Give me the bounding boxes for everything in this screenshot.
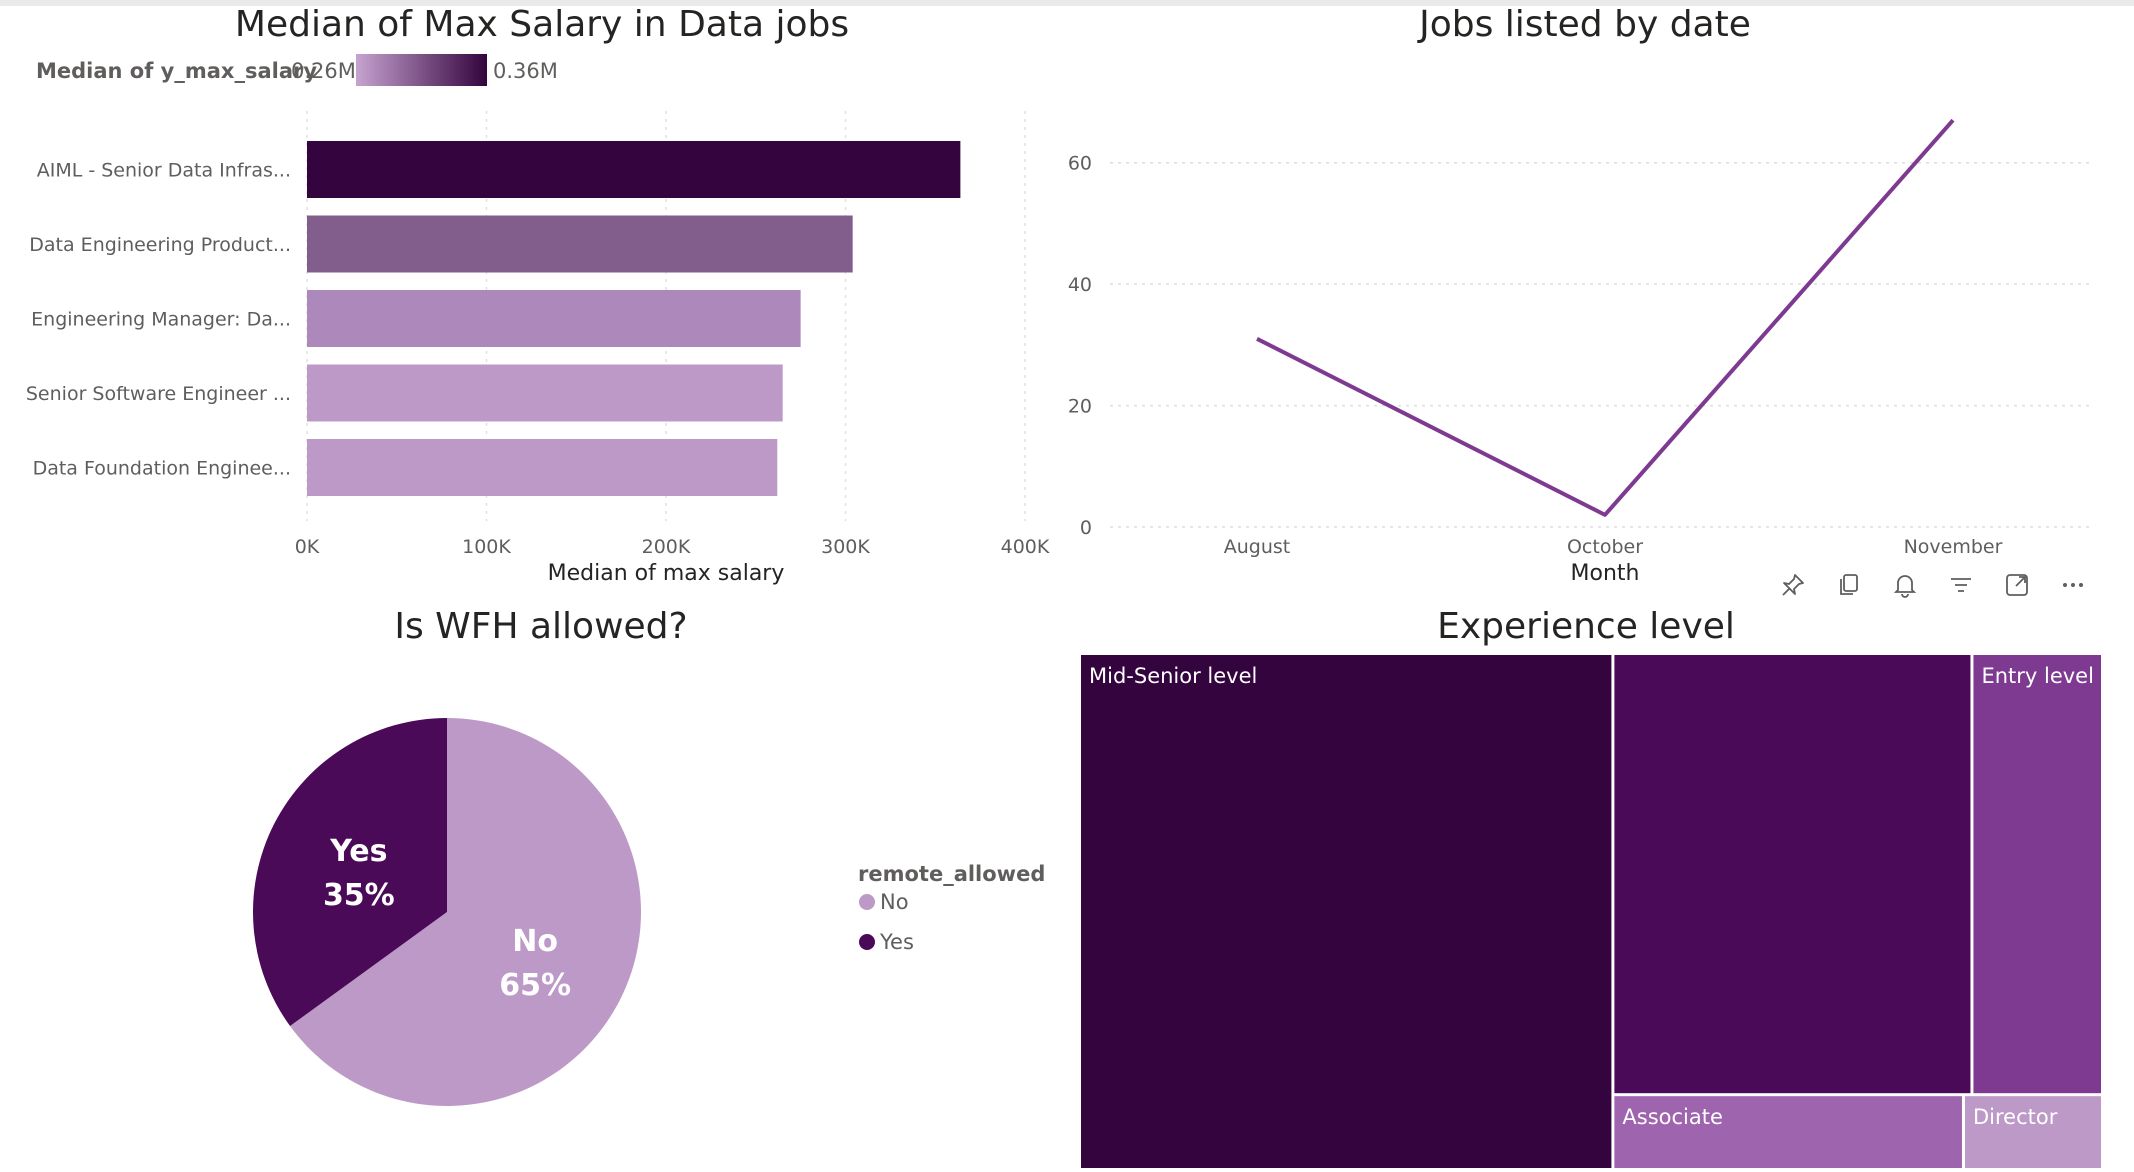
pie-legend-marker [859,894,875,910]
bar-legend-gradient [356,54,487,86]
report-top-bar [0,0,2134,6]
pie-slice [290,718,641,1106]
bar-x-axis-title: Median of max salary [548,561,785,586]
pie-legend-label: Yes [879,930,914,954]
line-y-tick-label: 20 [1068,396,1092,418]
line-chart-title: Jobs listed by date [1417,6,1751,45]
jobs-line-chart: Jobs listed by date 0 20 40 60 August Octobe… [1068,4,2090,586]
bar-mark [307,439,778,496]
treemap-cell [1964,1096,2101,1168]
pie-chart-title: Is WFH allowed? [394,606,687,647]
bar-legend-max: 0.36M [493,59,558,83]
treemap-cell [1614,655,1971,1094]
experience-treemap: Experience level Mid-Senior level Entry l… [1081,606,2101,1168]
pie-legend-label: No [880,890,909,914]
treemap-cell-label: Mid-Senior level [1089,664,1257,688]
line-x-tick-label: August [1224,536,1291,558]
filter-icon[interactable] [1944,568,1978,602]
salary-bar-chart: Median of Max Salary in Data jobs Median… [26,4,1050,586]
treemap-cell-label: Entry level [1981,664,2094,688]
bar-category-label: AIML - Senior Data Infras... [37,160,291,182]
bar-x-tick-label: 400K [1001,536,1050,558]
bar-x-tick-label: 200K [642,536,691,558]
bar-category-label: Engineering Manager: Da... [31,309,291,331]
copy-icon[interactable] [1832,568,1866,602]
pie-slice-percent: 35% [323,878,395,913]
jobs-line-chart-panel[interactable]: Jobs listed by date 0 20 40 60 August Octobe… [1060,4,2134,592]
bar-chart-title: Median of Max Salary in Data jobs [235,6,849,45]
treemap-cell-label: Director [1973,1105,2058,1129]
treemap-cell-label: Associate [1622,1105,1723,1129]
line-x-axis-title: Month [1571,561,1640,586]
bar-mark [307,141,961,198]
pie-legend-title: remote_allowed [858,862,1045,886]
treemap-cell [1973,655,2101,1094]
focus-mode-icon[interactable] [2000,568,2034,602]
bar-mark [307,215,853,273]
bar-category-label: Senior Software Engineer ... [26,383,291,405]
more-options-icon[interactable] [2056,568,2090,602]
bar-mark [307,364,783,422]
salary-bar-chart-panel[interactable]: Median of Max Salary in Data jobs Median… [0,4,1060,592]
line-y-tick-label: 0 [1080,517,1092,539]
pie-legend-marker [859,934,875,950]
bell-icon[interactable] [1888,568,1922,602]
line-series [1256,118,1955,517]
bar-mark [307,290,801,347]
line-x-tick-label: November [1904,536,2003,558]
line-y-tick-label: 40 [1068,274,1092,296]
treemap-title: Experience level [1437,606,1735,647]
treemap-cell [1614,1096,1962,1168]
experience-treemap-panel[interactable]: Experience level Mid-Senior level Entry l… [1070,592,2134,1168]
pie-slice [253,718,447,1027]
bar-x-tick-label: 100K [462,536,511,558]
bar-category-label: Data Foundation Enginee... [33,458,291,480]
bar-x-tick-label: 0K [295,536,320,558]
bar-category-label: Data Engineering Product... [29,234,291,256]
line-y-tick-label: 60 [1068,153,1092,175]
bar-legend-title: Median of y_max_salary [36,59,317,83]
treemap-cell [1081,655,1612,1168]
wfh-pie-chart: Is WFH allowed? No 65% Yes 35% remote_allow… [253,606,1045,1106]
line-x-tick-label: October [1567,536,1643,558]
pie-slice-label: No [512,924,558,959]
wfh-pie-chart-panel[interactable]: Is WFH allowed? No 65% Yes 35% remote_allow… [0,592,1070,1168]
pie-slice-label: Yes [329,834,387,869]
pie-slice-percent: 65% [499,968,571,1003]
bar-legend-min: 0.26M [291,59,356,83]
pin-icon[interactable] [1776,568,1810,602]
bar-x-tick-label: 300K [821,536,870,558]
